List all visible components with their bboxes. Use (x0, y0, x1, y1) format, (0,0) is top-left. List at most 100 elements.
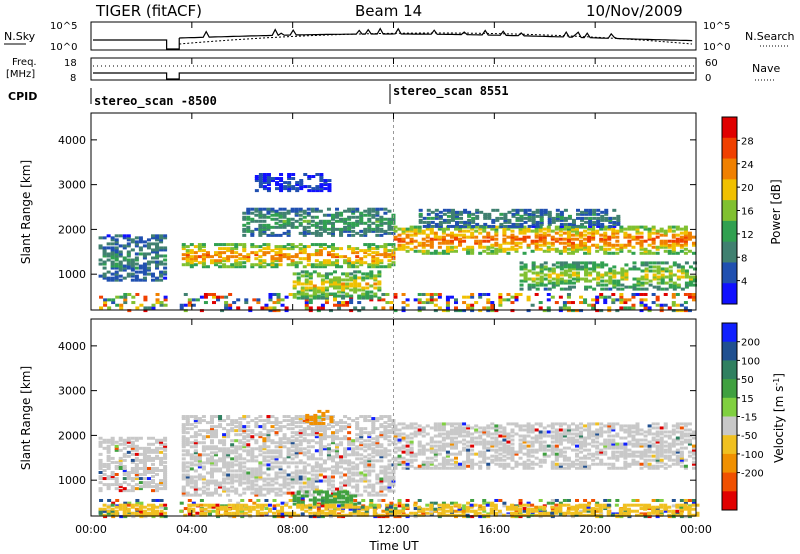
heatmap-cell (607, 237, 612, 241)
heatmap-cell (571, 222, 576, 226)
heatmap-cell (361, 272, 366, 276)
heatmap-cell (575, 237, 579, 241)
heatmap-cell (258, 223, 263, 227)
heatmap-cell (142, 252, 147, 256)
heatmap-cell (226, 463, 231, 467)
freq-line (93, 72, 694, 80)
heatmap-cell (691, 501, 696, 505)
heatmap-cell (550, 229, 555, 233)
heatmap-cell (377, 274, 382, 278)
heatmap-cell (490, 306, 495, 310)
heatmap-cell (367, 263, 372, 267)
heatmap-cell (294, 253, 299, 257)
heatmap-cell (193, 481, 198, 485)
heatmap-cell (635, 227, 640, 231)
heatmap-cell (306, 213, 311, 217)
heatmap-cell (555, 212, 560, 216)
heatmap-cell (547, 281, 552, 285)
heatmap-cell (181, 425, 186, 429)
heatmap-cell (159, 274, 164, 278)
heatmap-cell (122, 258, 127, 262)
heatmap-cell (429, 237, 434, 241)
heatmap-cell (387, 225, 392, 229)
heatmap-cell (286, 487, 291, 491)
heatmap-cell (600, 283, 605, 287)
heatmap-cell (234, 489, 239, 493)
heatmap-cell (236, 298, 241, 302)
heatmap-cell (155, 260, 160, 264)
heatmap-cell (298, 471, 303, 475)
heatmap-cell (234, 255, 239, 259)
heatmap-cell (308, 282, 313, 286)
heatmap-cell (193, 489, 198, 493)
heatmap-cell (330, 225, 335, 229)
heatmap-cell (246, 215, 251, 219)
heatmap-cell (531, 218, 536, 222)
heatmap-cell (282, 211, 287, 215)
heatmap-cell (353, 274, 358, 278)
heatmap-cell (371, 207, 376, 211)
heatmap-cell (576, 273, 581, 277)
heatmap-cell (134, 274, 139, 278)
heatmap-cell (246, 445, 251, 449)
heatmap-cell (438, 222, 443, 226)
heatmap-cell (250, 431, 255, 435)
heatmap-cell (462, 422, 467, 426)
heatmap-cell (155, 254, 160, 258)
heatmap-cell (262, 225, 267, 229)
heatmap-cell (555, 277, 560, 281)
heatmap-cell (226, 449, 231, 453)
heatmap-cell (246, 425, 251, 429)
heatmap-cell (413, 227, 418, 231)
heatmap-cell (643, 303, 648, 307)
heatmap-cell (587, 237, 592, 241)
heatmap-cell (343, 261, 348, 265)
heatmap-cell (238, 447, 243, 451)
heatmap-cell (335, 207, 340, 211)
heatmap-cell (353, 286, 358, 290)
heatmap-cell (584, 285, 589, 289)
heatmap-cell (298, 441, 303, 445)
heatmap-cell (218, 247, 223, 251)
heatmap-cell (189, 493, 194, 497)
heatmap-cell (494, 442, 499, 446)
heatmap-cell (258, 172, 263, 176)
heatmap-cell (318, 435, 323, 439)
heatmap-cell (197, 475, 202, 479)
heatmap-cell (314, 425, 319, 429)
heatmap-cell (276, 298, 281, 302)
heatmap-cell (421, 460, 426, 464)
heatmap-cell (314, 475, 319, 479)
heatmap-cell (286, 257, 291, 261)
heatmap-cell (328, 278, 333, 282)
heatmap-cell (230, 243, 235, 247)
heatmap-cell (106, 475, 111, 479)
heatmap-cell (519, 283, 524, 287)
heatmap-cell (417, 464, 422, 468)
heatmap-cell (320, 282, 325, 286)
heatmap-cell (639, 247, 644, 251)
heatmap-cell (466, 249, 471, 253)
heatmap-cell (429, 241, 434, 245)
heatmap-cell (193, 463, 198, 467)
heatmap-cell (555, 216, 560, 220)
heatmap-cell (258, 465, 263, 469)
heatmap-cell (274, 471, 279, 475)
heatmap-cell (203, 301, 208, 305)
heatmap-cell (250, 219, 255, 223)
heatmap-cell (146, 468, 151, 472)
heatmap-cell (187, 303, 192, 307)
heatmap-cell (672, 273, 677, 277)
heatmap-cell (266, 207, 271, 211)
heatmap-cell (191, 298, 196, 302)
heatmap-cell (425, 251, 430, 255)
heatmap-cell (106, 456, 111, 460)
heatmap-cell (270, 455, 275, 459)
heatmap-cell (371, 463, 376, 467)
heatmap-cell (322, 227, 327, 231)
heatmap-cell (318, 457, 323, 461)
heatmap-cell (314, 489, 319, 493)
heatmap-cell (114, 254, 119, 258)
heatmap-cell (535, 281, 540, 285)
heatmap-cell (290, 493, 295, 497)
